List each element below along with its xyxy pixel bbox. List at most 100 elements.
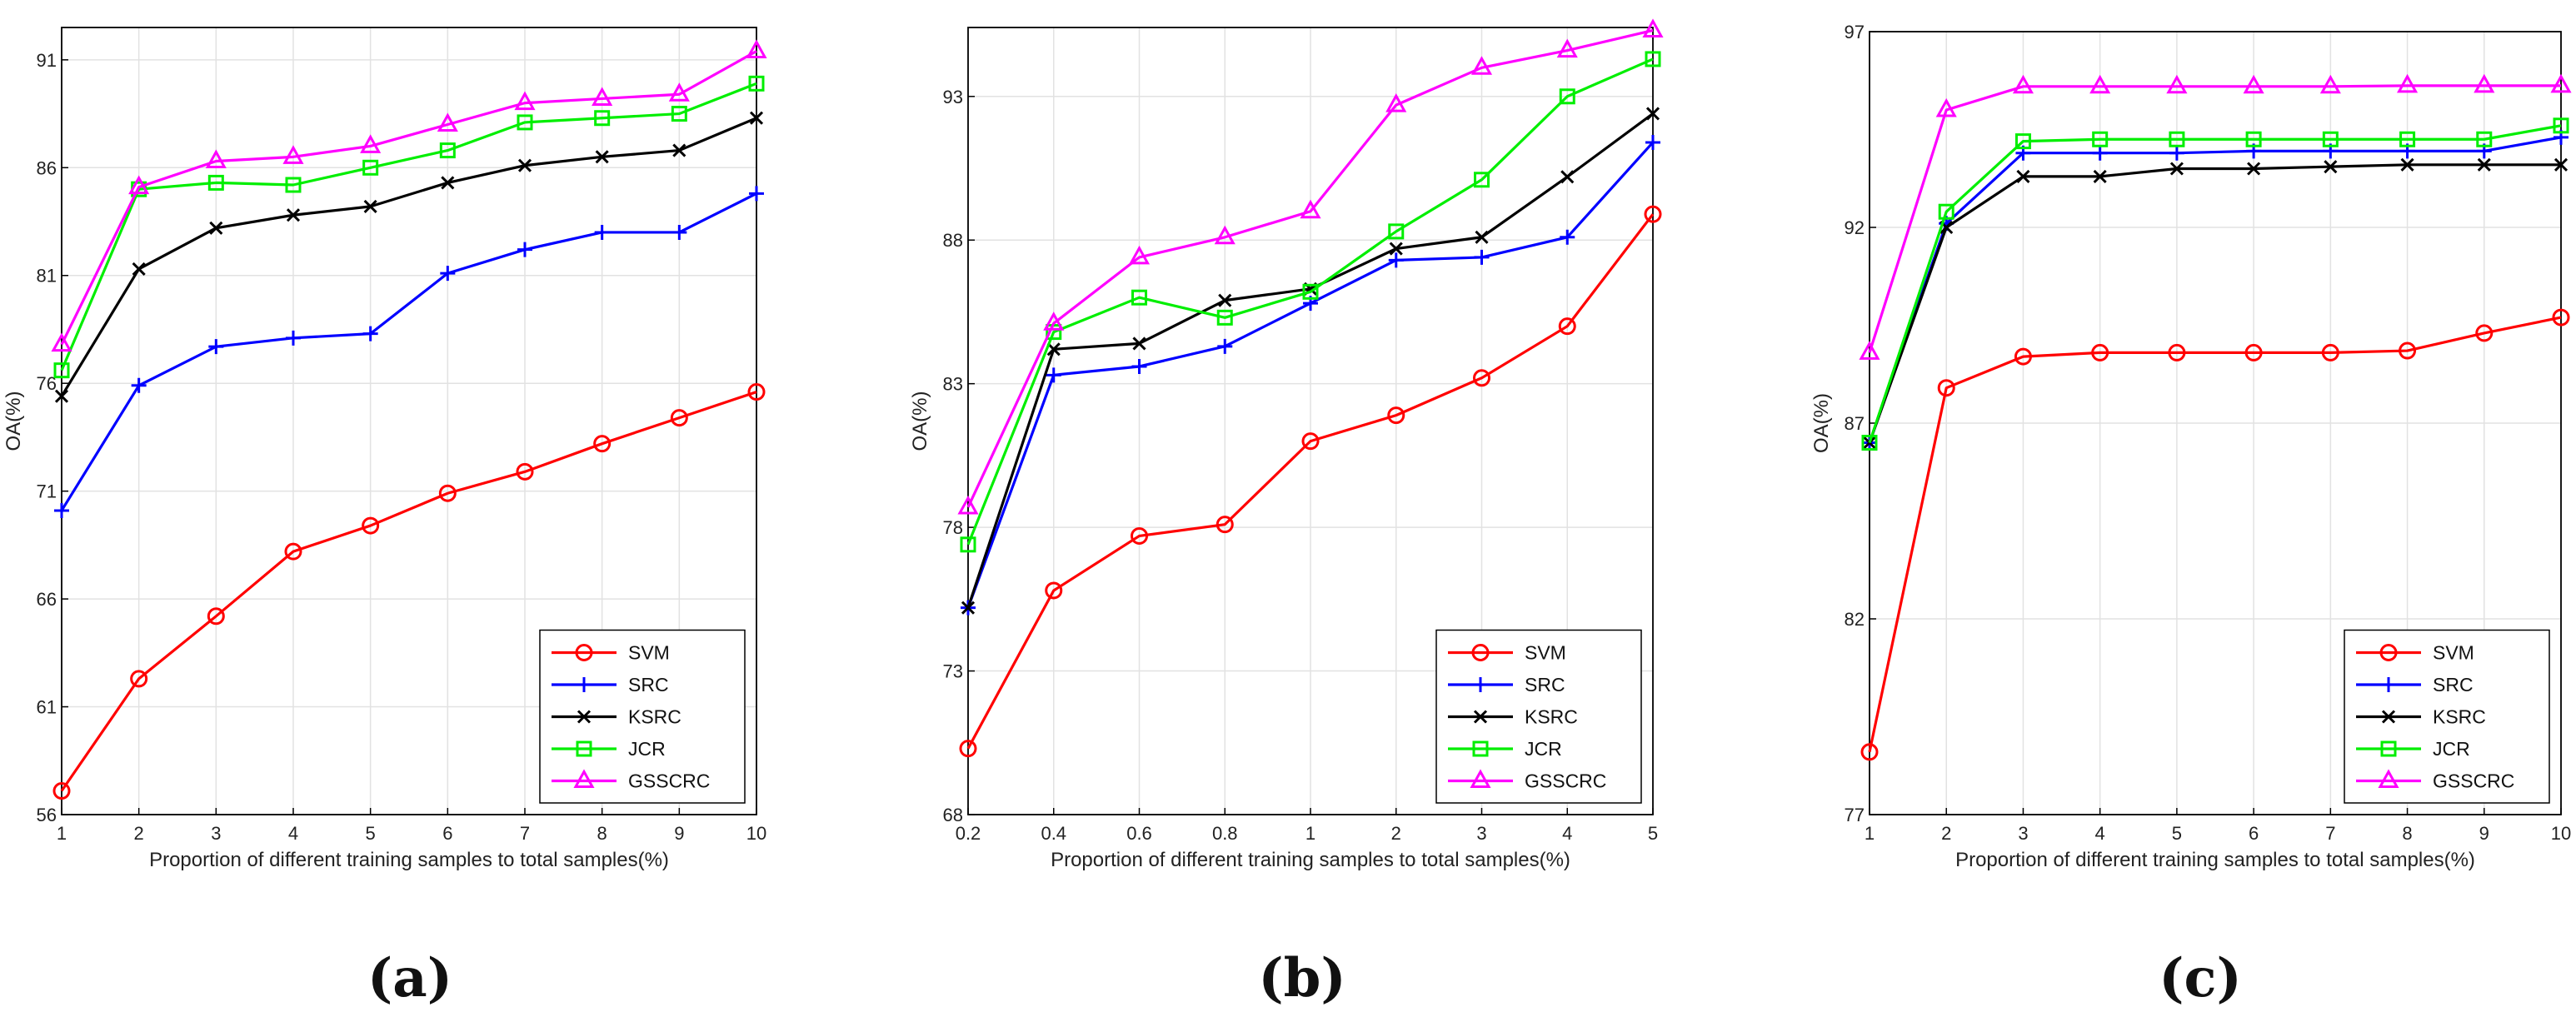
data-point [209,221,223,235]
y-tick-label: 88 [943,230,963,251]
data-point [2016,169,2030,183]
legend-label: SRC [628,674,669,695]
x-tick-label: 0.6 [1126,823,1152,844]
legend-item: SVM [1448,642,1566,664]
legend: SVM SRC KSRC JCR GSSCRC [1435,629,1642,804]
data-point [2474,73,2495,93]
data-point [668,82,690,102]
x-tick-label: 5 [1648,823,1658,844]
data-point [1937,379,1955,397]
series-gsscrc [1859,73,2572,360]
x-axis-label: Proportion of different training samples… [1955,849,2475,871]
legend-marker [576,740,592,757]
data-point [362,159,379,176]
legend-label: JCR [1525,738,1562,760]
x-tick-label: 9 [674,823,684,844]
data-point [960,536,976,553]
data-point [1132,337,1146,351]
data-point [2092,145,2108,161]
data-point [1860,743,1879,761]
x-tick-label: 6 [442,823,452,844]
data-point [1045,581,1063,600]
data-point [2243,74,2264,94]
x-tick-label: 3 [2018,823,2028,844]
legend-marker [575,644,593,661]
legend-item: JCR [552,738,666,760]
data-point [749,111,764,125]
legend-label: GSSCRC [628,770,710,792]
data-point [1388,223,1405,240]
data-point [2397,73,2419,93]
series-line [966,28,1654,508]
data-point [2014,133,2031,150]
data-point [672,143,686,157]
series-line [966,213,1655,750]
data-point [440,266,456,282]
data-point [439,142,456,159]
data-point [592,87,613,106]
series-line [60,50,757,346]
x-tick-label: 0.4 [1041,823,1066,844]
data-point [671,224,687,240]
data-point [1046,342,1061,356]
data-point [1645,107,1660,121]
data-point [207,607,225,626]
data-point [2324,160,2338,174]
data-point [360,134,382,153]
legend-item: GSSCRC [1448,769,1606,792]
data-point [441,176,455,190]
data-point [2322,131,2339,147]
y-axis-label: OA(%) [909,391,931,451]
y-axis-label: OA(%) [1810,393,1833,453]
data-point [1216,309,1233,326]
x-tick-label: 7 [520,823,530,844]
series-svm [52,383,766,800]
data-point [1474,172,1490,188]
data-point [1470,56,1493,75]
x-tick-label: 4 [288,823,298,844]
data-point [957,495,979,515]
data-point [2244,343,2263,361]
series-line [1868,316,2562,753]
data-point [1558,317,1576,336]
data-point [747,383,766,401]
x-tick-label: 5 [2172,823,2182,844]
data-point [2552,308,2570,327]
data-point [2092,131,2109,147]
data-point [1131,526,1148,545]
data-point [2399,131,2416,147]
data-point [2553,117,2569,134]
legend-marker [2379,644,2398,661]
x-tick-label: 1 [1865,823,1875,844]
legend-marker [1470,769,1491,788]
y-tick-label: 87 [1845,413,1865,434]
x-tick-label: 7 [2325,823,2335,844]
data-point [2550,73,2572,93]
panel-label: (b) [1258,947,1345,1010]
data-point [1559,88,1575,105]
data-point [54,389,69,403]
data-point [286,208,301,222]
data-point [517,242,532,257]
data-point [748,75,765,92]
series-line [60,117,757,397]
series-line [60,391,757,792]
data-point [961,601,976,615]
legend-label: GSSCRC [2433,770,2514,792]
data-point [2012,74,2034,94]
data-point [128,175,150,195]
legend-marker [2381,710,2396,724]
data-point [1556,38,1578,58]
data-point [1560,229,1575,245]
x-tick-label: 8 [597,823,607,844]
panel-label: (c) [2159,947,2242,1010]
y-tick-label: 68 [943,805,963,825]
y-tick-label: 56 [37,805,57,825]
series-gsscrc [957,18,1664,515]
legend-marker [577,710,592,724]
data-point [2093,169,2107,183]
y-tick-label: 86 [37,157,57,178]
x-tick-label: 10 [2551,823,2571,844]
legend-item: KSRC [552,706,681,728]
